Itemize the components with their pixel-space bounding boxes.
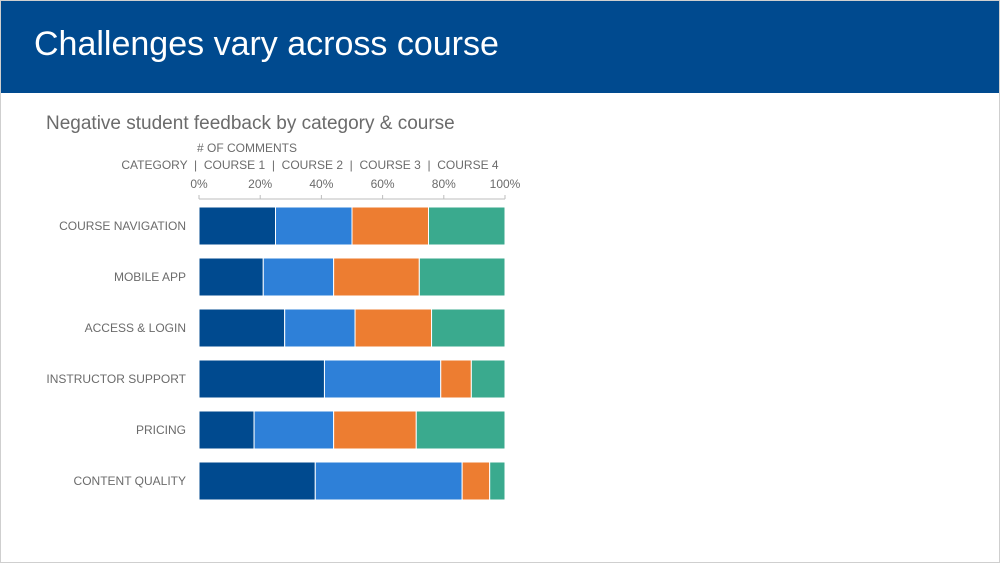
bar-segment-course-3 <box>333 410 417 450</box>
bar-segment-course-3 <box>440 359 472 399</box>
x-tick-label: 0% <box>190 177 208 191</box>
bar-segment-course-2 <box>323 359 442 399</box>
x-tick-label: 100% <box>490 177 521 191</box>
chart-header-line-2: CATEGORY | COURSE 1 | COURSE 2 | COURSE … <box>121 158 499 172</box>
bar-segment-course-1 <box>198 461 316 501</box>
slide-title: Challenges vary across course <box>34 25 499 63</box>
x-axis: 0% 20% 40% 60% 80% 100% <box>190 177 521 200</box>
bar-segment-course-1 <box>198 410 255 450</box>
category-label: ACCESS & LOGIN <box>85 321 186 335</box>
category-label: COURSE NAVIGATION <box>59 219 186 233</box>
x-tick-label: 40% <box>309 177 333 191</box>
bar-segment-course-1 <box>198 257 264 297</box>
bar-segment-course-4 <box>415 410 506 450</box>
x-tick-label: 80% <box>432 177 456 191</box>
bar-segment-course-1 <box>198 308 286 348</box>
bar-segment-course-2 <box>314 461 463 501</box>
bar-segment-course-4 <box>431 308 506 348</box>
category-label: MOBILE APP <box>114 270 186 284</box>
x-tick-label: 60% <box>371 177 395 191</box>
bar-segment-course-3 <box>333 257 420 297</box>
bar-segment-course-2 <box>262 257 335 297</box>
bar-segment-course-4 <box>418 257 506 297</box>
bar-segment-course-3 <box>354 308 433 348</box>
bars <box>198 206 506 501</box>
x-tick-label: 20% <box>248 177 272 191</box>
bar-segment-course-2 <box>275 206 353 246</box>
bar-segment-course-4 <box>470 359 506 399</box>
chart-subtitle: Negative student feedback by category & … <box>46 113 455 134</box>
category-labels: COURSE NAVIGATION MOBILE APP ACCESS & LOGI… <box>46 219 186 488</box>
bar-segment-course-4 <box>428 206 506 246</box>
bar-segment-course-1 <box>198 359 325 399</box>
bar-segment-course-2 <box>253 410 335 450</box>
bar-segment-course-3 <box>351 206 429 246</box>
category-label: CONTENT QUALITY <box>74 474 186 488</box>
category-label: INSTRUCTOR SUPPORT <box>46 372 186 386</box>
title-bar: Challenges vary across course <box>1 1 999 93</box>
bar-segment-course-4 <box>489 461 506 501</box>
bar-segment-course-2 <box>284 308 356 348</box>
bar-segment-course-3 <box>461 461 491 501</box>
bar-segment-course-1 <box>198 206 276 246</box>
category-label: PRICING <box>136 423 186 437</box>
chart-header-line-1: # OF COMMENTS <box>197 141 297 155</box>
